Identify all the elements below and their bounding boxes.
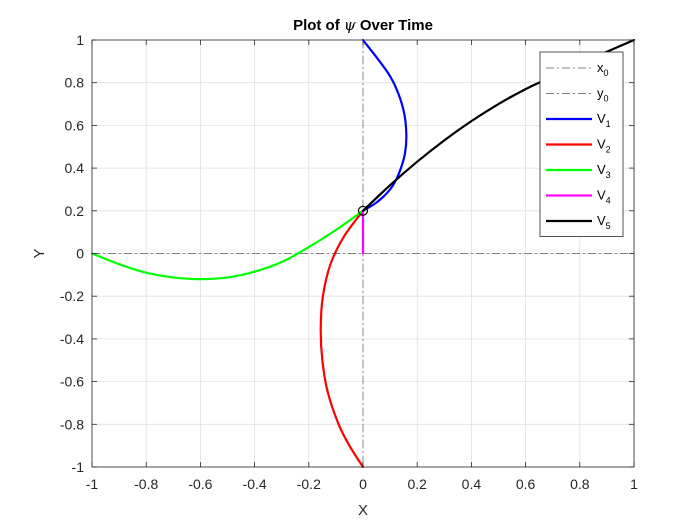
legend-entry-label: V2 <box>597 137 611 155</box>
y-tick-label: -0.8 <box>60 416 84 432</box>
x-tick-label: -1 <box>86 476 99 492</box>
x-tick-label: 0.6 <box>516 476 536 492</box>
x-tick-label: -0.4 <box>243 476 267 492</box>
origin-marker <box>357 205 369 216</box>
y-tick-label: -0.4 <box>60 331 84 347</box>
y-tick-label: -1 <box>72 459 85 475</box>
x-tick-label: 0.2 <box>407 476 427 492</box>
y-axis-label: Y <box>31 248 48 258</box>
y-tick-label: 0.4 <box>65 160 85 176</box>
chart-title: Plot of ψ Over Time <box>293 16 433 34</box>
x-tick-label: 0 <box>359 476 367 492</box>
legend-entry-label: x0 <box>597 60 609 78</box>
series-line-v1 <box>361 38 408 212</box>
legend-entry-label: V4 <box>597 188 611 206</box>
x-tick-label: 0.4 <box>462 476 482 492</box>
legend-entry-label: V5 <box>597 213 611 231</box>
series-line-v3 <box>90 209 365 281</box>
y-tick-label: 0.8 <box>65 75 85 91</box>
x-tick-label: -0.2 <box>297 476 321 492</box>
x-tick-label: 0.8 <box>570 476 590 492</box>
x-tick-label: -0.8 <box>134 476 158 492</box>
y-tick-label: -0.6 <box>60 374 84 390</box>
series-group <box>90 38 636 469</box>
y-tick-label: 0.2 <box>65 203 85 219</box>
legend-entry-label: V1 <box>597 111 611 129</box>
y-tick-label: 1 <box>76 32 84 48</box>
y-tick-label: 0 <box>76 246 84 262</box>
legend-entry-label: V3 <box>597 162 611 180</box>
legend-entry-label: y0 <box>597 86 609 104</box>
x-axis-label: X <box>358 502 368 519</box>
x-tick-label: 1 <box>630 476 638 492</box>
legend: x0 y0 V1 V2 V3 V4 V5 <box>539 51 624 237</box>
series-line-v2 <box>319 209 365 469</box>
y-ticks: 1 0.8 0.6 0.4 0.2 0 -0.2 -0.4 -0.6 -0.8 -1 <box>60 32 634 475</box>
marker-group <box>357 205 369 216</box>
y-tick-label: -0.2 <box>60 288 84 304</box>
y-tick-label: 0.6 <box>65 117 85 133</box>
x-tick-label: -0.6 <box>188 476 212 492</box>
x-ticks: -1 -0.8 -0.6 -0.4 -0.2 0 0.2 0.4 0.6 0.8 1 <box>86 40 638 492</box>
